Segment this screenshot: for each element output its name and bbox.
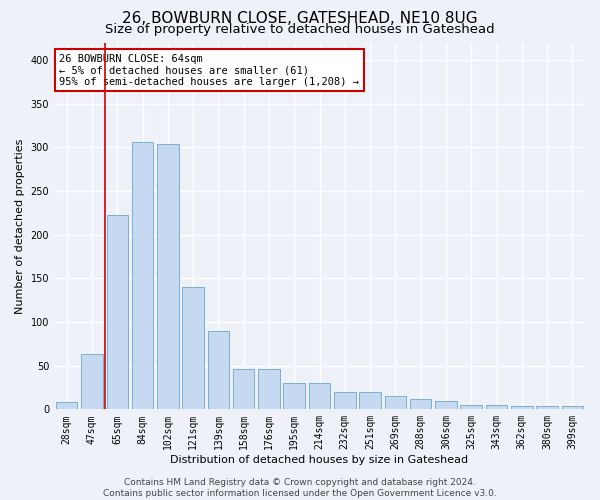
Text: Size of property relative to detached houses in Gateshead: Size of property relative to detached ho… [105,22,495,36]
Bar [81,354,103,410]
Bar [56,402,77,409]
Bar [233,369,254,410]
Bar [486,405,507,409]
Text: 26, BOWBURN CLOSE, GATESHEAD, NE10 8UG: 26, BOWBURN CLOSE, GATESHEAD, NE10 8UG [122,11,478,26]
Bar [385,396,406,409]
X-axis label: Distribution of detached houses by size in Gateshead: Distribution of detached houses by size … [170,455,469,465]
Bar [182,287,204,410]
Bar [334,392,356,409]
Bar [132,142,153,409]
Y-axis label: Number of detached properties: Number of detached properties [15,138,25,314]
Bar [157,144,179,409]
Bar [562,406,583,409]
Bar [258,369,280,410]
Bar [410,399,431,409]
Bar [283,383,305,409]
Bar [359,392,381,409]
Bar [511,406,533,409]
Bar [460,405,482,409]
Bar [309,383,330,409]
Bar [208,330,229,409]
Bar [536,406,558,409]
Bar [435,400,457,409]
Text: 26 BOWBURN CLOSE: 64sqm
← 5% of detached houses are smaller (61)
95% of semi-det: 26 BOWBURN CLOSE: 64sqm ← 5% of detached… [59,54,359,86]
Text: Contains HM Land Registry data © Crown copyright and database right 2024.
Contai: Contains HM Land Registry data © Crown c… [103,478,497,498]
Bar [107,216,128,410]
